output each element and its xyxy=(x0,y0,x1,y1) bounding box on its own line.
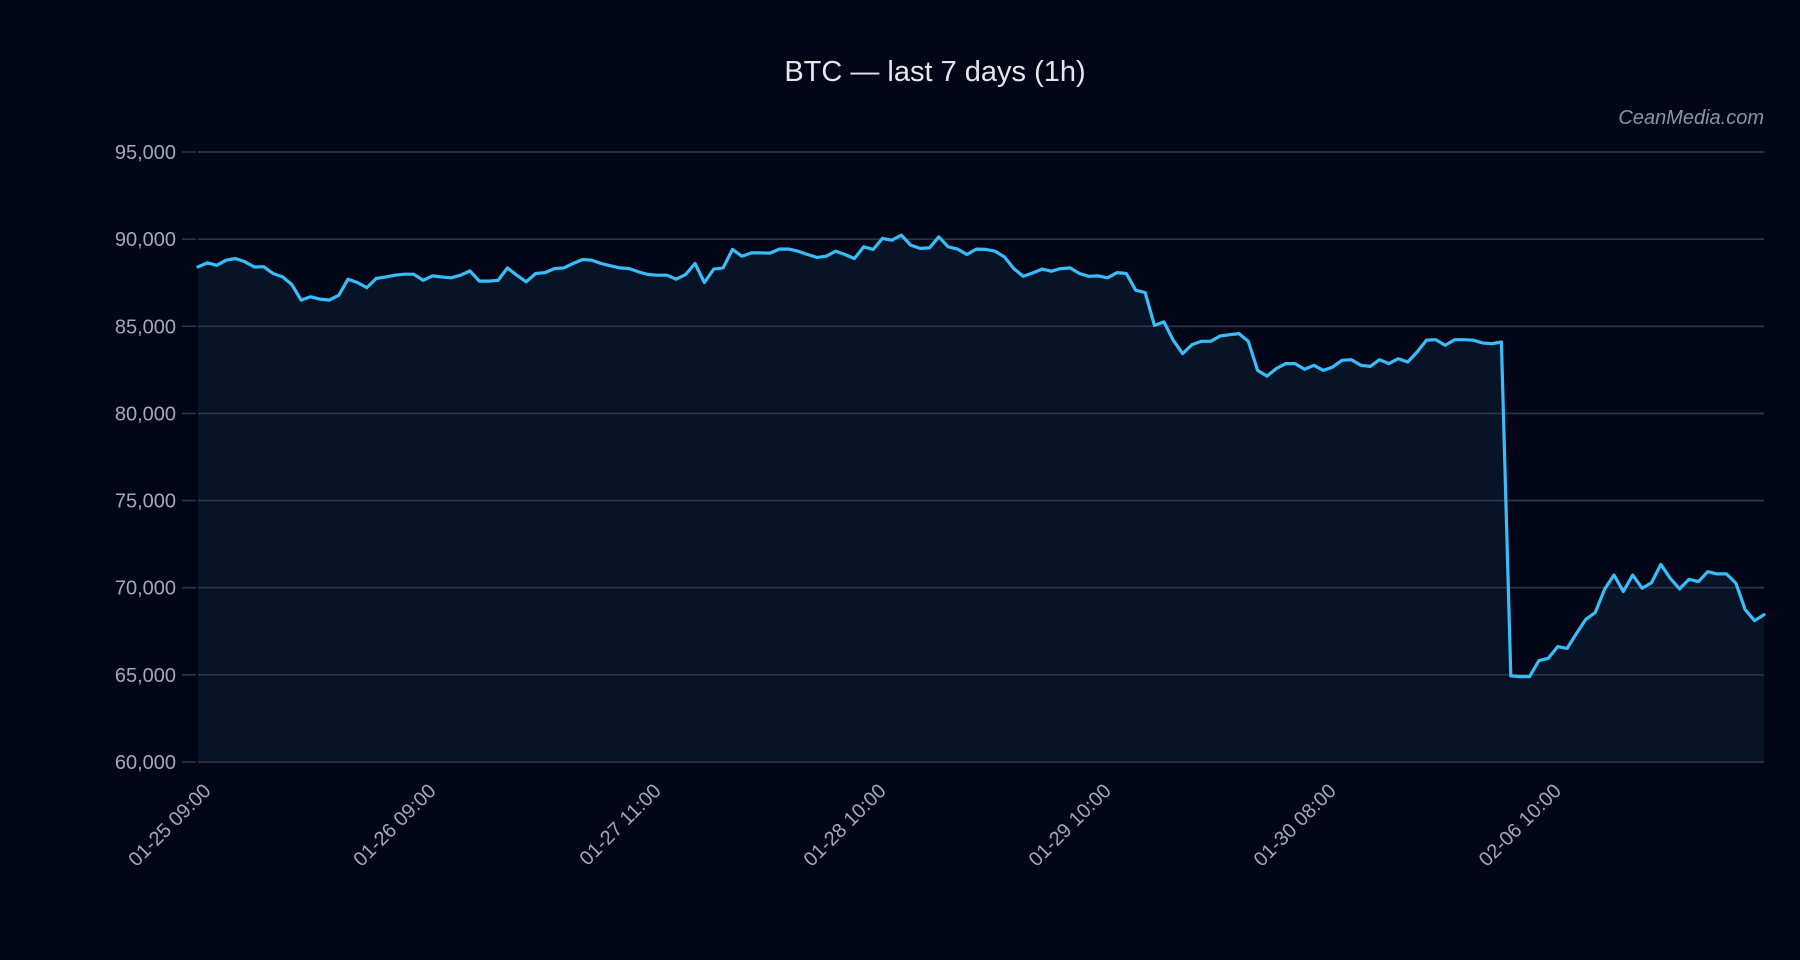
x-tick-label: 01-28 10:00 xyxy=(800,780,891,871)
price-line xyxy=(196,233,1766,679)
y-tick-label: 60,000 xyxy=(115,752,176,774)
price-line-path xyxy=(196,233,1766,679)
x-tick-label: 01-29 10:00 xyxy=(1025,780,1116,871)
y-tick-label: 75,000 xyxy=(115,491,176,513)
x-axis: 01-25 09:00 01-26 09:00 01-27 11:00 01-28 1… xyxy=(124,780,1565,871)
y-tick-label: 65,000 xyxy=(115,665,176,687)
x-tick-label: 02-06 10:00 xyxy=(1475,780,1566,871)
chart-title: BTC — last 7 days (1h) xyxy=(784,56,1086,88)
y-tick-label: 95,000 xyxy=(115,142,176,164)
y-tick-label: 80,000 xyxy=(115,403,176,425)
y-axis: 60,000 65,000 70,000 75,000 80,000 85,000 90,0… xyxy=(115,142,196,774)
area-fill-path xyxy=(198,235,1764,763)
y-tick-label: 90,000 xyxy=(115,229,176,251)
y-tick-label: 85,000 xyxy=(115,316,176,338)
x-tick-label: 01-25 09:00 xyxy=(124,780,215,871)
x-tick-label: 01-27 11:00 xyxy=(576,780,666,870)
y-tick-label: 70,000 xyxy=(115,578,176,600)
x-tick-label: 01-30 08:00 xyxy=(1250,780,1341,871)
watermark: CeanMedia.com xyxy=(1618,107,1764,129)
x-tick-label: 01-26 09:00 xyxy=(350,780,441,871)
area-fill xyxy=(198,151,1764,763)
